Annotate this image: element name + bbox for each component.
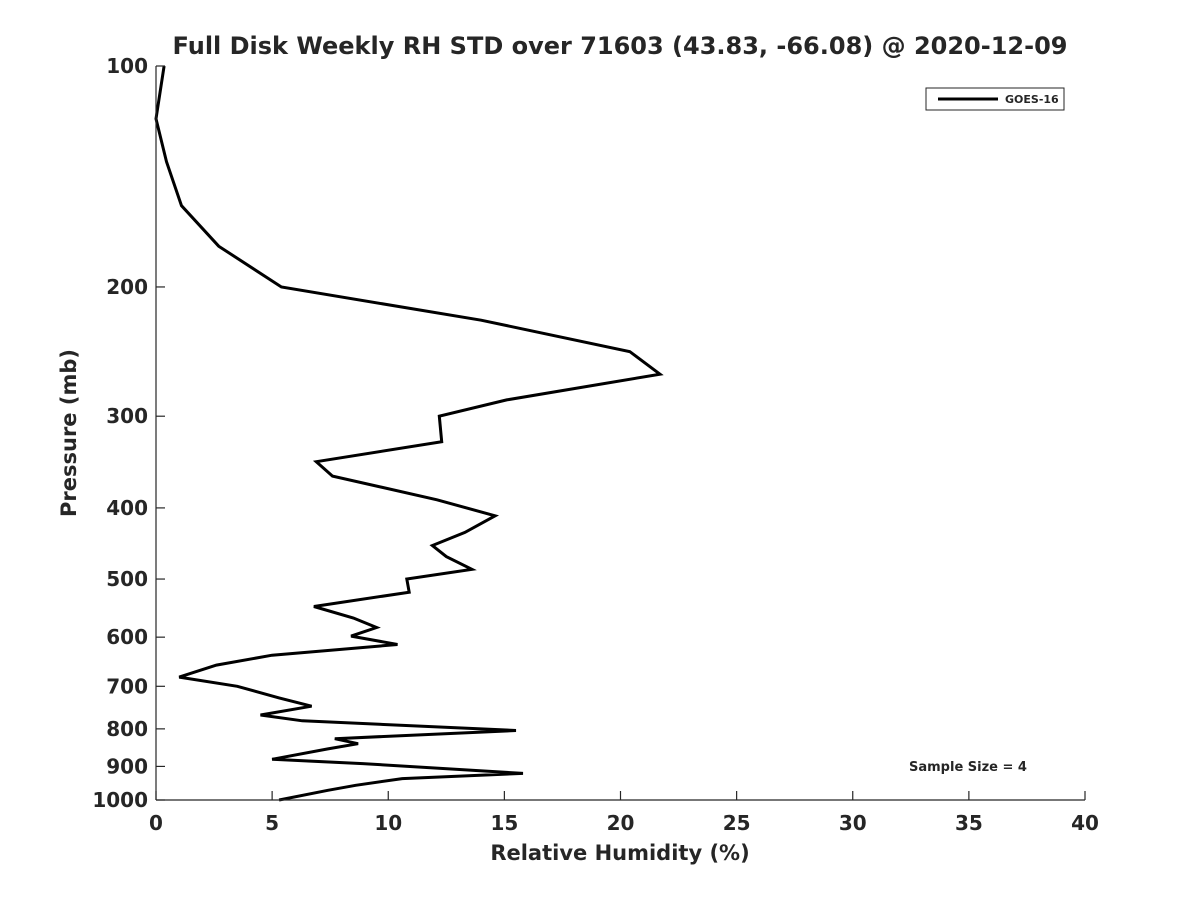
y-tick-label: 200: [106, 275, 148, 299]
x-axis-label: Relative Humidity (%): [490, 841, 749, 865]
x-tick-label: 15: [490, 811, 518, 835]
x-axis: 0 5 10 15 20 25 30 35 40: [149, 791, 1099, 835]
y-tick-label: 600: [106, 625, 148, 649]
x-tick-label: 30: [839, 811, 867, 835]
y-tick-label: 400: [106, 496, 148, 520]
y-tick-label: 800: [106, 717, 148, 741]
sample-size-annotation: Sample Size = 4: [909, 760, 1027, 775]
y-axis: 100 200 300 400 500 600 700 800 900 1000: [92, 54, 165, 812]
series-line-goes-16: [154, 65, 664, 802]
x-tick-label: 5: [265, 811, 279, 835]
x-tick-label: 10: [374, 811, 402, 835]
y-tick-label: 700: [106, 674, 148, 698]
x-tick-label: 25: [723, 811, 751, 835]
y-tick-label: 500: [106, 567, 148, 591]
legend: GOES-16: [925, 87, 1065, 111]
x-tick-label: 20: [607, 811, 635, 835]
y-tick-label: 100: [106, 54, 148, 78]
y-axis-label: Pressure (mb): [57, 349, 81, 517]
y-tick-label: 1000: [92, 788, 148, 812]
x-tick-label: 35: [955, 811, 983, 835]
y-tick-label: 300: [106, 404, 148, 428]
legend-label-goes-16: GOES-16: [1005, 93, 1059, 106]
plot-area: [154, 65, 664, 802]
x-tick-label: 0: [149, 811, 163, 835]
y-tick-label: 900: [106, 754, 148, 778]
x-tick-label: 40: [1071, 811, 1099, 835]
chart-title: Full Disk Weekly RH STD over 71603 (43.8…: [173, 32, 1068, 60]
